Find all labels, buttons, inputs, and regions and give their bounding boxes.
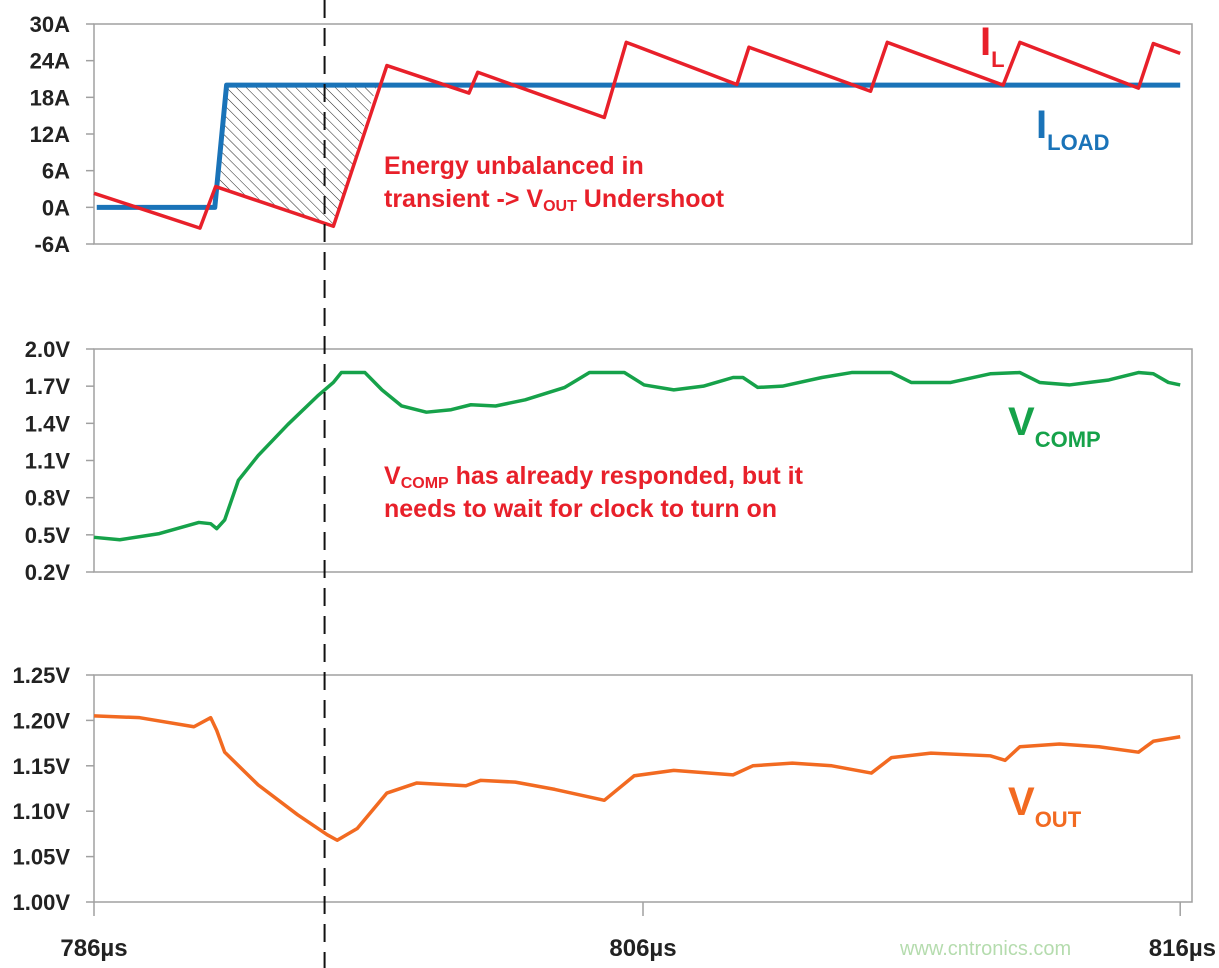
energy-hatch	[215, 85, 377, 227]
y-tick-label: 0A	[42, 195, 70, 220]
y-tick-label: 24A	[30, 49, 70, 74]
x-tick-label: 806µs	[609, 935, 676, 962]
annotation-energy: Energy unbalanced in transient -> VOUT Un…	[384, 152, 725, 215]
y-tick-label: 0.5V	[25, 523, 71, 548]
y-tick-label: 12A	[30, 122, 70, 147]
series-vcomp	[93, 370, 1181, 542]
y-tick-label: -6A	[35, 232, 71, 257]
x-tick-label: 816µs	[1149, 935, 1216, 962]
y-tick-label: 1.25V	[13, 663, 71, 688]
series-il	[93, 40, 1181, 230]
y-tick-label: 1.15V	[13, 754, 71, 779]
y-tick-label: 30A	[30, 12, 70, 37]
y-tick-label: 1.7V	[25, 374, 71, 399]
legend-vcomp: VCOMP	[1008, 400, 1101, 452]
y-tick-label: 2.0V	[25, 337, 71, 362]
y-tick-label: 18A	[30, 85, 70, 110]
y-tick-label: 6A	[42, 159, 70, 184]
legend-iload: ILOAD	[1036, 103, 1110, 155]
y-tick-label: 1.00V	[13, 890, 71, 915]
series-iload	[96, 82, 1181, 210]
y-tick-label: 1.4V	[25, 411, 71, 436]
x-tick-label: 786µs	[60, 935, 127, 962]
y-tick-label: 0.2V	[25, 560, 71, 585]
legend-vout: VOUT	[1008, 780, 1082, 832]
y-tick-label: 0.8V	[25, 486, 71, 511]
y-tick-label: 1.05V	[13, 845, 71, 870]
watermark: www.cntronics.com	[900, 938, 1072, 960]
y-tick-label: 1.10V	[13, 799, 71, 824]
y-tick-label: 1.1V	[25, 449, 71, 474]
series-vout	[93, 714, 1181, 843]
y-tick-label: 1.20V	[13, 708, 71, 733]
annotation-vcomp: VCOMP has already responded, but it needs…	[384, 462, 803, 523]
legend-il: IL	[980, 20, 1005, 72]
